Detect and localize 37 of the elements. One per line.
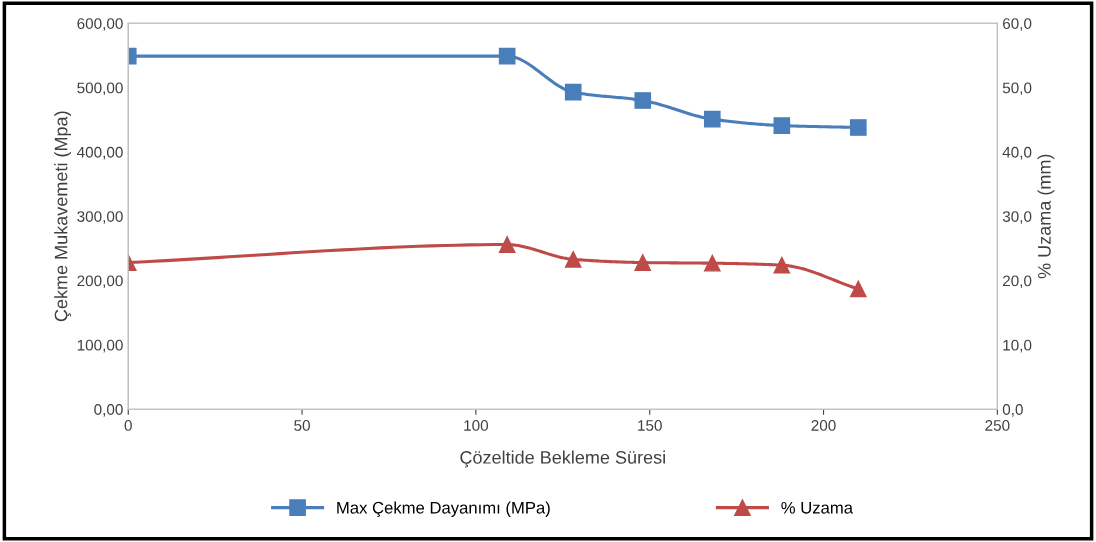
- point: [634, 254, 652, 271]
- y2-tick-label: 50,0: [1002, 82, 1032, 96]
- x-tick-label: 50: [294, 420, 310, 431]
- point: [849, 119, 867, 136]
- point: [773, 117, 791, 134]
- y-tick-label: 500,00: [77, 82, 123, 96]
- point: [564, 251, 582, 268]
- y-tick-label: 200,00: [77, 275, 123, 289]
- y-tick-label: 400,00: [77, 146, 123, 160]
- y-tick-label: 300,00: [77, 211, 123, 224]
- point: [498, 47, 516, 65]
- point: [703, 110, 721, 128]
- y-tick-label: 600,00: [77, 18, 123, 31]
- y2-tick-label: 10,0: [1003, 339, 1032, 353]
- x-tick-label: 250: [985, 420, 1010, 431]
- y2-tick-label: 20,0: [1002, 275, 1032, 289]
- legend-label: Max Çekme Dayanımı (MPa): [337, 501, 550, 517]
- point: [849, 280, 867, 298]
- legend-label: % Uzama: [781, 501, 854, 514]
- y2-tick-label: 40,0: [1002, 146, 1032, 160]
- y2-tick-label: 0,0: [1002, 404, 1023, 417]
- y2-axis-title: % Uzama (mm): [1037, 154, 1055, 279]
- x-tick-label: 100: [464, 420, 489, 431]
- point: [773, 256, 791, 274]
- x-tick-label: 150: [638, 420, 662, 431]
- y2-tick-label: 30,0: [1002, 211, 1032, 224]
- y2-tick-label: 60,0: [1003, 18, 1032, 31]
- x-tick-label: 0: [124, 420, 132, 431]
- point: [634, 92, 652, 109]
- point: [564, 83, 582, 101]
- x-axis-title: Çözeltide Bekleme Süresi: [460, 450, 665, 468]
- y-tick-label: 0,00: [94, 404, 123, 417]
- x-tick-label: 200: [811, 420, 836, 431]
- y-axis-title: Çekme Mukavemeti (Mpa): [54, 111, 72, 322]
- y-tick-label: 100,00: [77, 339, 123, 353]
- point: [498, 236, 516, 253]
- point: [703, 254, 721, 272]
